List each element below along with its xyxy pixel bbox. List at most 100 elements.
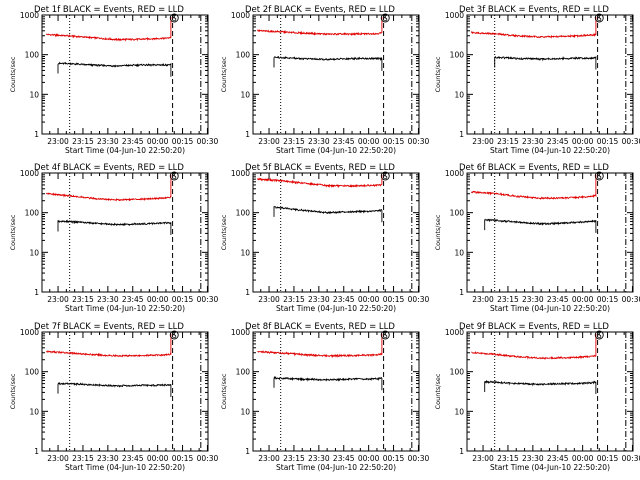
x-tick-label: 23:00 [472, 137, 494, 146]
series-events-line [57, 219, 172, 235]
marker-label: S [597, 172, 602, 181]
x-tick-label: 00:15 [597, 454, 619, 463]
x-tick-label: 23:45 [547, 454, 569, 463]
series-events-line [273, 375, 383, 391]
marker-circle [169, 13, 179, 23]
panel-det-2: Det 2f BLACK = Events, RED = LLD 1 10 100 10… [220, 5, 429, 155]
x-tick-label: 00:15 [172, 454, 194, 463]
x-tick-label: 00:00 [572, 295, 594, 304]
x-tick-label: 00:00 [147, 454, 169, 463]
x-axis-label: Start Time (04-Jun-10 22:50:20) [490, 463, 610, 472]
y-tick-label: 1 [459, 447, 464, 456]
x-tick-label: 00:00 [358, 137, 380, 146]
x-axis-label: Start Time (04-Jun-10 22:50:20) [490, 304, 610, 313]
panel-det-6: Det 6f BLACK = Events, RED = LLD 1 10 100 10… [434, 163, 640, 313]
panel-title: Det 6f BLACK = Events, RED = LLD [459, 163, 609, 173]
x-axis-label: Start Time (04-Jun-10 22:50:20) [276, 146, 396, 155]
x-tick-label: 00:00 [147, 295, 169, 304]
y-tick-label: 10 [29, 90, 39, 99]
x-tick-label: 23:45 [333, 137, 355, 146]
y-tick-label: 1000 [20, 328, 39, 337]
x-tick-label: 00:00 [147, 137, 169, 146]
y-tick-label: 1000 [231, 328, 250, 337]
marker-label: S [172, 172, 177, 181]
x-tick-label: 00:30 [622, 454, 640, 463]
x-tick-label: 23:15 [283, 295, 305, 304]
series-events-line [484, 218, 597, 233]
y-axis-label: Counts/sec [220, 56, 228, 92]
marker-label: S [597, 331, 602, 340]
marker-circle [380, 171, 390, 181]
y-tick-label: 100 [450, 51, 465, 60]
y-tick-label: 100 [236, 209, 251, 218]
marker-label: S [597, 14, 602, 23]
x-tick-label: 23:15 [283, 454, 305, 463]
marker-circle [169, 330, 179, 340]
marker-circle [594, 13, 604, 23]
x-axis-label: Start Time (04-Jun-10 22:50:20) [65, 463, 185, 472]
panel-title: Det 4f BLACK = Events, RED = LLD [34, 163, 184, 173]
x-tick-label: 00:00 [572, 137, 594, 146]
y-axis-label: Counts/sec [9, 214, 17, 250]
x-axis-label: Start Time (04-Jun-10 22:50:20) [276, 304, 396, 313]
marker-circle [380, 13, 390, 23]
plot-frame [466, 172, 634, 293]
y-tick-label: 10 [454, 407, 464, 416]
y-tick-label: 10 [240, 407, 250, 416]
x-tick-label: 23:00 [47, 295, 69, 304]
marker-label: S [172, 14, 177, 23]
x-tick-label: 23:15 [72, 454, 94, 463]
plot-frame [41, 14, 209, 135]
series-events-line [273, 55, 383, 71]
y-tick-label: 1000 [231, 11, 250, 20]
panel-det-9: Det 9f BLACK = Events, RED = LLD 1 10 100 10… [434, 322, 640, 472]
x-tick-label: 23:30 [308, 295, 330, 304]
x-tick-label: 23:00 [472, 295, 494, 304]
y-tick-label: 1000 [445, 11, 464, 20]
y-tick-label: 100 [450, 368, 465, 377]
panel-det-8: Det 8f BLACK = Events, RED = LLD 1 10 100 10… [220, 322, 429, 472]
marker-circle [594, 330, 604, 340]
x-tick-label: 23:30 [97, 454, 119, 463]
series-events-line [494, 55, 597, 70]
x-tick-label: 23:30 [522, 137, 544, 146]
series-lld-line [257, 334, 383, 359]
plot-frame [252, 172, 420, 293]
y-tick-label: 1000 [445, 328, 464, 337]
y-tick-label: 100 [450, 209, 465, 218]
series-lld-line [46, 334, 172, 358]
x-tick-label: 23:15 [72, 295, 94, 304]
x-tick-label: 23:45 [547, 295, 569, 304]
x-tick-label: 23:30 [308, 454, 330, 463]
panel-det-1: Det 1f BLACK = Events, RED = LLD 1 10 100 10… [9, 5, 218, 155]
x-tick-label: 23:45 [122, 295, 144, 304]
y-axis-label: Counts/sec [220, 373, 228, 409]
x-tick-label: 23:15 [497, 295, 519, 304]
series-lld-line [257, 17, 383, 36]
marker-label: S [383, 172, 388, 181]
y-tick-label: 1000 [20, 11, 39, 20]
plot-frame [41, 331, 209, 452]
x-tick-label: 00:15 [172, 295, 194, 304]
x-tick-label: 23:45 [122, 137, 144, 146]
x-tick-label: 23:45 [333, 454, 355, 463]
marker-circle [380, 330, 390, 340]
y-axis-label: Counts/sec [9, 373, 17, 409]
series-events-line [57, 381, 172, 397]
y-tick-label: 10 [240, 90, 250, 99]
plot-frame [41, 172, 209, 293]
x-tick-label: 00:30 [622, 137, 640, 146]
series-events-line [484, 379, 597, 394]
x-tick-label: 00:15 [597, 295, 619, 304]
x-tick-label: 00:15 [383, 295, 405, 304]
x-tick-label: 23:00 [258, 454, 280, 463]
marker-label: S [172, 331, 177, 340]
y-axis-label: Counts/sec [434, 214, 442, 250]
x-tick-label: 00:15 [383, 137, 405, 146]
y-tick-label: 10 [29, 407, 39, 416]
x-tick-label: 23:15 [497, 137, 519, 146]
plot-frame [466, 14, 634, 135]
y-tick-label: 1 [34, 130, 39, 139]
y-tick-label: 100 [236, 368, 251, 377]
